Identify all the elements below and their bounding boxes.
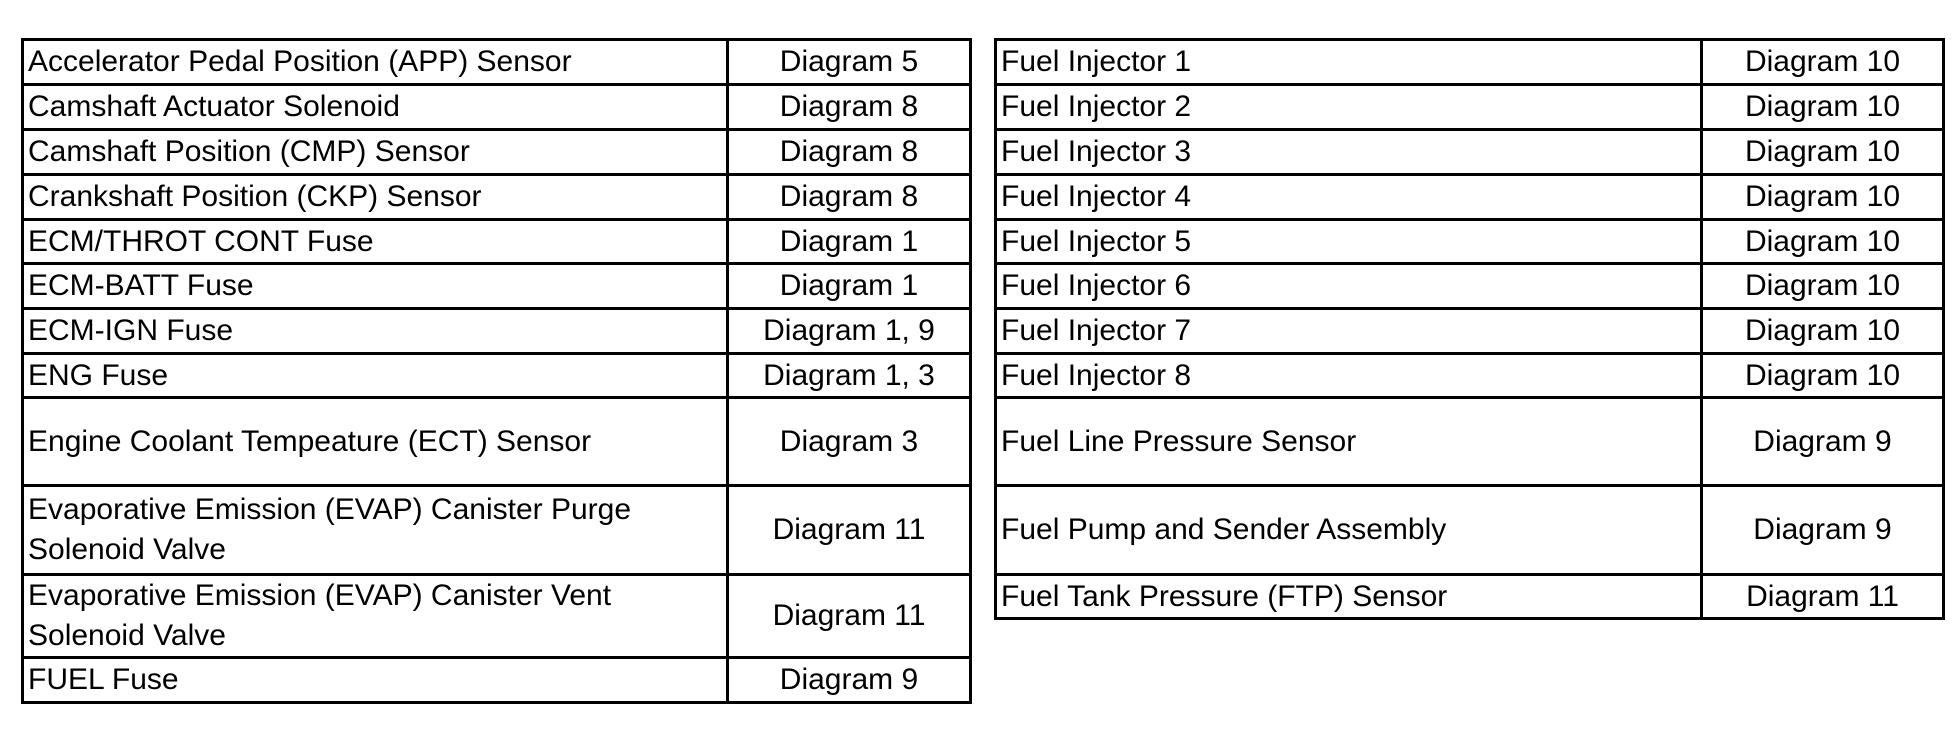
table-row: Fuel Injector 6 Diagram 10 [994, 262, 1945, 310]
table-row: ENG Fuse Diagram 1, 3 [21, 352, 972, 399]
component-name-cell: Fuel Injector 8 [994, 352, 1703, 399]
diagram-reference-cell: Diagram 5 [726, 38, 972, 86]
component-name-cell: Accelerator Pedal Position (APP) Sensor [21, 38, 729, 86]
diagram-reference-cell: Diagram 1, 9 [726, 307, 972, 355]
diagram-reference-cell: Diagram 11 [726, 573, 972, 659]
component-name-cell: Fuel Injector 2 [994, 83, 1703, 131]
table-row: ECM-IGN Fuse Diagram 1, 9 [21, 307, 972, 355]
diagram-reference-cell: Diagram 8 [726, 173, 972, 221]
component-diagram-table-right: Fuel Injector 1 Diagram 10 Fuel Injector 2… [994, 38, 1945, 620]
component-name-cell: Fuel Injector 3 [994, 128, 1703, 176]
component-name-cell: ECM-IGN Fuse [21, 307, 729, 355]
diagram-reference-cell: Diagram 10 [1700, 173, 1945, 221]
component-name-cell: Engine Coolant Tempeature (ECT) Sensor [21, 396, 729, 487]
table-row: Evaporative Emission (EVAP) Canister Pur… [21, 484, 972, 576]
component-name-cell: Camshaft Actuator Solenoid [21, 83, 729, 131]
diagram-reference-cell: Diagram 10 [1700, 307, 1945, 355]
component-name-cell: Fuel Line Pressure Sensor [994, 396, 1703, 487]
diagram-reference-cell: Diagram 11 [726, 484, 972, 576]
component-name-cell: Camshaft Position (CMP) Sensor [21, 128, 729, 176]
component-name-cell: Fuel Pump and Sender Assembly [994, 484, 1703, 576]
table-row: Fuel Injector 7 Diagram 10 [994, 307, 1945, 355]
component-name-cell: Crankshaft Position (CKP) Sensor [21, 173, 729, 221]
table-row: Fuel Tank Pressure (FTP) Sensor Diagram 1… [994, 573, 1945, 620]
diagram-reference-cell: Diagram 9 [1700, 396, 1945, 487]
component-name-cell: Evaporative Emission (EVAP) Canister Pur… [21, 484, 729, 576]
diagram-reference-cell: Diagram 11 [1700, 573, 1945, 620]
diagram-reference-cell: Diagram 1 [726, 218, 972, 265]
component-name-cell: Fuel Injector 5 [994, 218, 1703, 265]
table-row: Fuel Injector 3 Diagram 10 [994, 128, 1945, 176]
diagram-reference-cell: Diagram 10 [1700, 262, 1945, 310]
table-row: Fuel Pump and Sender Assembly Diagram 9 [994, 484, 1945, 576]
table-row: Crankshaft Position (CKP) Sensor Diagram … [21, 173, 972, 221]
table-row: Camshaft Actuator Solenoid Diagram 8 [21, 83, 972, 131]
diagram-reference-cell: Diagram 1, 3 [726, 352, 972, 399]
diagram-reference-cell: Diagram 1 [726, 262, 972, 310]
table-row: Accelerator Pedal Position (APP) Sensor D… [21, 38, 972, 86]
diagram-reference-cell: Diagram 10 [1700, 352, 1945, 399]
diagram-reference-cell: Diagram 10 [1700, 218, 1945, 265]
table-row: Fuel Injector 4 Diagram 10 [994, 173, 1945, 221]
component-name-cell: FUEL Fuse [21, 656, 729, 704]
diagram-reference-cell: Diagram 3 [726, 396, 972, 487]
component-diagram-table-left: Accelerator Pedal Position (APP) Sensor D… [21, 38, 972, 704]
table-row: Fuel Injector 1 Diagram 10 [994, 38, 1945, 86]
table-row: Evaporative Emission (EVAP) Canister Ven… [21, 573, 972, 659]
diagram-reference-cell: Diagram 8 [726, 83, 972, 131]
component-name-cell: Evaporative Emission (EVAP) Canister Ven… [21, 573, 729, 659]
table-row: Fuel Injector 8 Diagram 10 [994, 352, 1945, 399]
table-row: FUEL Fuse Diagram 9 [21, 656, 972, 704]
component-name-cell: Fuel Injector 1 [994, 38, 1703, 86]
table-row: Fuel Injector 5 Diagram 10 [994, 218, 1945, 265]
table-row: Fuel Line Pressure Sensor Diagram 9 [994, 396, 1945, 487]
diagram-reference-cell: Diagram 8 [726, 128, 972, 176]
table-row: Camshaft Position (CMP) Sensor Diagram 8 [21, 128, 972, 176]
component-name-cell: ENG Fuse [21, 352, 729, 399]
table-row: ECM/THROT CONT Fuse Diagram 1 [21, 218, 972, 265]
diagram-reference-cell: Diagram 9 [726, 656, 972, 704]
diagram-reference-cell: Diagram 10 [1700, 128, 1945, 176]
component-name-cell: ECM-BATT Fuse [21, 262, 729, 310]
component-name-cell: ECM/THROT CONT Fuse [21, 218, 729, 265]
component-name-cell: Fuel Tank Pressure (FTP) Sensor [994, 573, 1703, 620]
table-row: ECM-BATT Fuse Diagram 1 [21, 262, 972, 310]
component-name-cell: Fuel Injector 4 [994, 173, 1703, 221]
table-row: Fuel Injector 2 Diagram 10 [994, 83, 1945, 131]
component-name-cell: Fuel Injector 7 [994, 307, 1703, 355]
table-row: Engine Coolant Tempeature (ECT) Sensor Di… [21, 396, 972, 487]
diagram-reference-cell: Diagram 9 [1700, 484, 1945, 576]
diagram-reference-cell: Diagram 10 [1700, 38, 1945, 86]
component-name-cell: Fuel Injector 6 [994, 262, 1703, 310]
diagram-reference-cell: Diagram 10 [1700, 83, 1945, 131]
